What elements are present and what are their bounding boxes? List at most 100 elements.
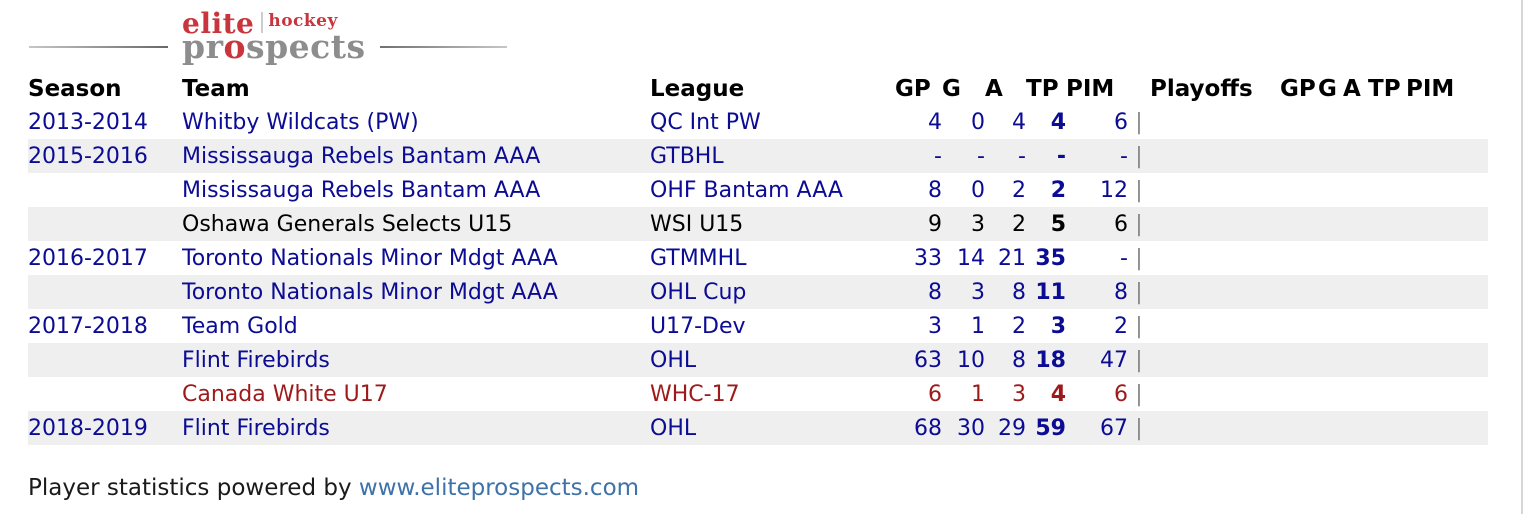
a-cell: 2 <box>1012 313 1026 339</box>
league-link[interactable]: GTBHL <box>650 143 724 169</box>
season-link[interactable]: 2017-2018 <box>28 313 148 339</box>
pim-cell: 12 <box>1100 177 1128 203</box>
col-header-playoffs-pim: PIM <box>1406 75 1455 102</box>
league-link[interactable]: OHF Bantam AAA <box>650 177 843 203</box>
league-link[interactable]: WSI U15 <box>650 211 744 237</box>
a-cell: 2 <box>1012 211 1026 237</box>
league-link[interactable]: GTMMHL <box>650 245 747 271</box>
team-link[interactable]: Toronto Nationals Minor Mdgt AAA <box>182 245 558 271</box>
playoffs-cell-empty <box>1150 207 1488 241</box>
season-link[interactable]: 2013-2014 <box>28 109 148 135</box>
g-cell: 3 <box>971 211 985 237</box>
season-link[interactable] <box>28 173 182 207</box>
table-header-row: Season Team League GP G A TP PIM Playoff… <box>28 72 1488 105</box>
col-header-tp: TP <box>1026 75 1059 102</box>
a-cell: 3 <box>1012 381 1026 407</box>
tp-cell: 4 <box>1050 381 1066 407</box>
pipe-separator: | <box>1135 415 1143 441</box>
team-link[interactable]: Mississauga Rebels Bantam AAA <box>182 143 541 169</box>
playoffs-cell-empty <box>1150 411 1488 445</box>
playoffs-cell-empty <box>1150 173 1488 207</box>
team-link[interactable]: Whitby Wildcats (PW) <box>182 109 419 135</box>
season-link[interactable]: 2015-2016 <box>28 143 148 169</box>
g-cell: 0 <box>971 109 985 135</box>
logo-prospects-spects: spects <box>245 27 366 66</box>
table-row: 2013-2014 Whitby Wildcats (PW) QC Int PW… <box>28 105 1488 139</box>
season-link[interactable] <box>28 207 182 241</box>
col-header-playoffs-a: A <box>1343 75 1361 102</box>
col-header-team: Team <box>182 75 250 102</box>
team-link[interactable]: Oshawa Generals Selects U15 <box>182 211 513 237</box>
pim-cell: - <box>1120 143 1128 169</box>
logo-prospects-o: o <box>223 27 246 66</box>
team-link[interactable]: Toronto Nationals Minor Mdgt AAA <box>182 279 558 305</box>
pipe-separator: | <box>1135 279 1143 305</box>
a-cell: 8 <box>1012 347 1026 373</box>
playoffs-cell-empty <box>1150 377 1488 411</box>
col-header-a: A <box>985 75 1003 102</box>
table-row: Toronto Nationals Minor Mdgt AAA OHL Cup… <box>28 275 1488 309</box>
league-link[interactable]: U17-Dev <box>650 313 746 339</box>
col-header-gp: GP <box>895 75 931 102</box>
season-link[interactable]: 2016-2017 <box>28 245 148 271</box>
g-cell: 14 <box>957 245 985 271</box>
gp-cell: 4 <box>928 109 942 135</box>
team-link[interactable]: Flint Firebirds <box>182 347 330 373</box>
g-cell: 10 <box>957 347 985 373</box>
tp-cell: 3 <box>1050 313 1066 339</box>
pipe-separator: | <box>1135 245 1143 271</box>
playoffs-cell-empty <box>1150 309 1488 343</box>
logo-elite-wordmark: elite <box>182 7 255 40</box>
col-header-playoffs: Playoffs <box>1150 75 1253 102</box>
team-link[interactable]: Canada White U17 <box>182 381 388 407</box>
season-link[interactable]: 2018-2019 <box>28 415 148 441</box>
pipe-separator: | <box>1135 211 1143 237</box>
g-cell: 1 <box>971 381 985 407</box>
season-link[interactable] <box>28 275 182 309</box>
pipe-separator: | <box>1135 347 1143 373</box>
a-cell: 2 <box>1012 177 1026 203</box>
pim-cell: 8 <box>1114 279 1128 305</box>
g-cell: 0 <box>971 177 985 203</box>
tp-cell: 59 <box>1035 415 1066 441</box>
footer-credit: Player statistics powered by www.elitepr… <box>28 475 639 501</box>
table-row: Mississauga Rebels Bantam AAA OHF Bantam… <box>28 173 1488 207</box>
a-cell: 8 <box>1012 279 1026 305</box>
pipe-separator: | <box>1135 381 1143 407</box>
playoffs-cell-empty <box>1150 343 1488 377</box>
eliteprospects-logo[interactable]: elite hockey prospects <box>168 8 380 63</box>
table-row: Oshawa Generals Selects U15 WSI U15 9 3 … <box>28 207 1488 241</box>
col-header-league: League <box>650 75 745 102</box>
table-body: 2013-2014 Whitby Wildcats (PW) QC Int PW… <box>28 105 1488 445</box>
logo-prospects-pr: pr <box>182 27 224 66</box>
league-link[interactable]: OHL <box>650 415 697 441</box>
league-link[interactable]: WHC-17 <box>650 381 740 407</box>
col-header-playoffs-gp: GP <box>1280 75 1316 102</box>
team-link[interactable]: Mississauga Rebels Bantam AAA <box>182 177 541 203</box>
logo-prospects-wordmark: prospects <box>182 30 366 63</box>
league-link[interactable]: OHL Cup <box>650 279 747 305</box>
season-link[interactable] <box>28 377 182 411</box>
tp-cell: 5 <box>1050 211 1066 237</box>
team-link[interactable]: Flint Firebirds <box>182 415 330 441</box>
playoffs-cell-empty <box>1150 275 1488 309</box>
col-header-playoffs-g: G <box>1318 75 1337 102</box>
a-cell: - <box>1018 143 1026 169</box>
pipe-separator: | <box>1135 143 1143 169</box>
league-link[interactable]: OHL <box>650 347 697 373</box>
logo-hockey-wordmark: hockey <box>268 11 338 31</box>
playoffs-cell-empty <box>1150 241 1488 275</box>
league-link[interactable]: QC Int PW <box>650 109 761 135</box>
col-header-season: Season <box>28 75 122 102</box>
eliteprospects-link[interactable]: www.eliteprospects.com <box>358 475 640 501</box>
g-cell: - <box>977 143 985 169</box>
gp-cell: 63 <box>914 347 942 373</box>
footer-text: Player statistics powered by <box>28 475 359 501</box>
table-row: 2015-2016 Mississauga Rebels Bantam AAA … <box>28 139 1488 173</box>
col-header-playoffs-tp: TP <box>1368 75 1401 102</box>
stats-table: Season Team League GP G A TP PIM Playoff… <box>28 72 1488 445</box>
playoffs-cell-empty <box>1150 139 1488 173</box>
pipe-separator: | <box>1135 109 1143 135</box>
season-link[interactable] <box>28 343 182 377</box>
team-link[interactable]: Team Gold <box>182 313 298 339</box>
